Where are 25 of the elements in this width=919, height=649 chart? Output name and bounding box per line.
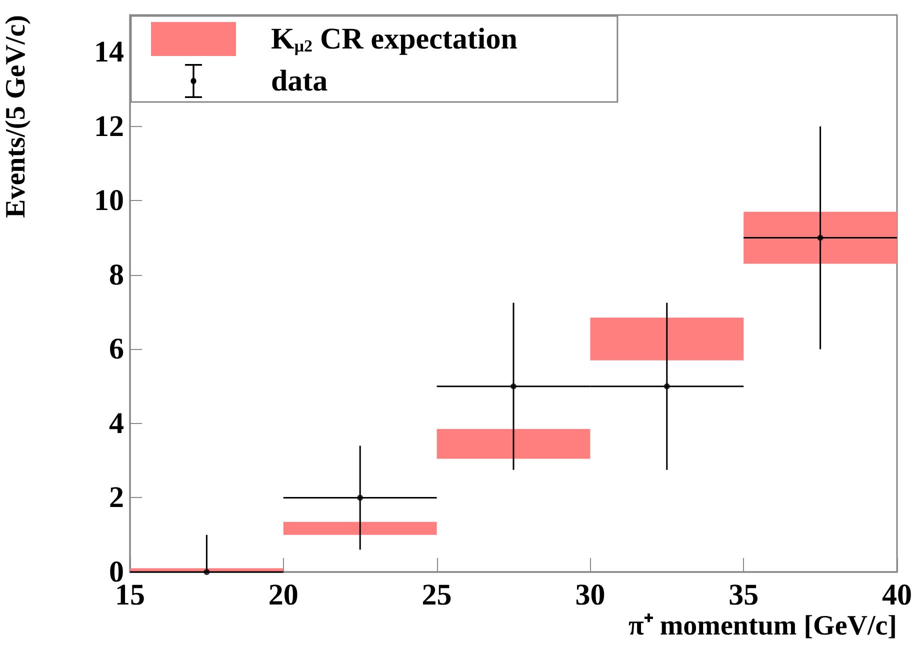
y-axis-title: Events/(5 GeV/c) <box>0 15 32 218</box>
y-tick-label: 6 <box>109 332 124 366</box>
x-tick-label: 20 <box>268 578 298 612</box>
y-tick-label: 10 <box>94 184 124 218</box>
y-tick-label: 12 <box>94 110 124 143</box>
legend-label: data <box>271 64 328 98</box>
y-tick-label: 8 <box>109 258 124 292</box>
bar <box>283 522 437 535</box>
x-tick-label: 25 <box>422 578 452 612</box>
point <box>357 494 364 501</box>
point <box>204 569 210 575</box>
bar <box>436 429 590 459</box>
bar <box>590 318 744 360</box>
bar <box>744 212 897 264</box>
point <box>664 383 670 390</box>
y-tick-label: 2 <box>109 481 124 514</box>
point <box>510 383 516 390</box>
legend-label: Kμ2 CR expectation <box>271 22 518 56</box>
x-tick-label: 30 <box>575 578 606 612</box>
y-tick-label: 4 <box>109 406 124 440</box>
x-axis-title: π⁺ momentum [GeV/c] <box>628 610 897 642</box>
point <box>817 234 824 241</box>
x-tick-label: 35 <box>728 578 759 612</box>
y-tick-label: 14 <box>94 36 124 69</box>
x-tick-label: 40 <box>882 578 912 612</box>
